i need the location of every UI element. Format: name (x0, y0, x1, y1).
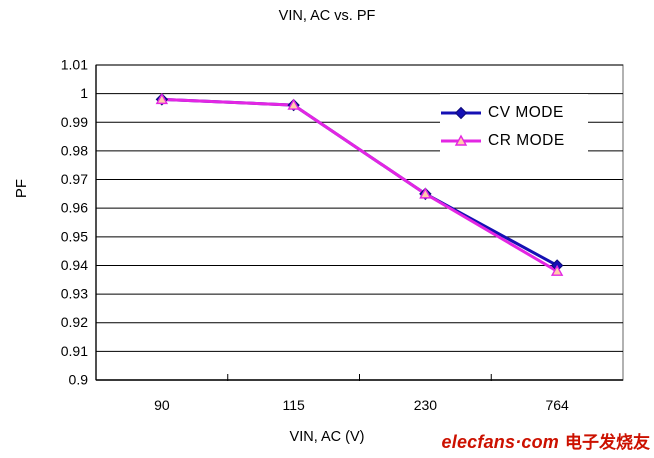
x-tick-label: 90 (154, 397, 170, 413)
legend-label-cv-mode: CV MODE (488, 104, 564, 121)
x-tick-label: 230 (414, 397, 438, 413)
y-tick-label: 0.97 (61, 171, 88, 187)
y-tick-label: 1 (80, 85, 88, 101)
y-tick-label: 0.99 (61, 114, 88, 130)
x-tick-label: 115 (282, 397, 305, 413)
legend-sample-cr-mode (441, 134, 481, 146)
data-point-cr-mode (419, 187, 432, 199)
series-line-cr-mode (160, 97, 559, 273)
y-tick-label: 0.95 (61, 228, 88, 244)
y-tick-label: 1.01 (61, 57, 88, 73)
y-tick-label: 0.92 (61, 314, 88, 330)
legend-sample-cv-mode (441, 106, 481, 120)
legend-marker-cv-diamond-icon (440, 105, 482, 121)
legend: CV MODE CR MODE (440, 94, 588, 160)
marker-diamond-icon (454, 106, 468, 120)
legend-label-cr-mode: CR MODE (488, 132, 565, 149)
data-point-cr-mode (287, 98, 300, 110)
watermark-brand: elecfans·com (441, 432, 559, 452)
watermark: elecfans·com 电子发烧友 (442, 428, 650, 453)
y-tick-label: 0.98 (61, 142, 88, 158)
watermark-cn-text: 电子发烧友 (565, 433, 650, 453)
x-tick-label: 764 (545, 397, 569, 413)
chart-title: VIN, AC vs. PF (278, 8, 376, 24)
y-axis-title: PF (13, 178, 31, 199)
legend-entry-cr-mode: CR MODE (440, 132, 588, 150)
data-point-cr-mode (155, 92, 169, 105)
y-tick-label: 0.9 (69, 372, 89, 388)
y-tick-label: 0.96 (61, 200, 88, 216)
data-point-cr-mode (550, 264, 564, 276)
y-tick-label: 0.93 (61, 286, 88, 302)
legend-entry-cv-mode: CV MODE (440, 104, 588, 122)
y-tick-label: 0.91 (61, 343, 88, 359)
y-tick-label: 0.94 (61, 257, 88, 273)
legend-marker-cr-triangle-icon (440, 133, 482, 149)
x-axis-title: VIN, AC (V) (289, 429, 365, 445)
marker-triangle-icon (454, 134, 468, 146)
